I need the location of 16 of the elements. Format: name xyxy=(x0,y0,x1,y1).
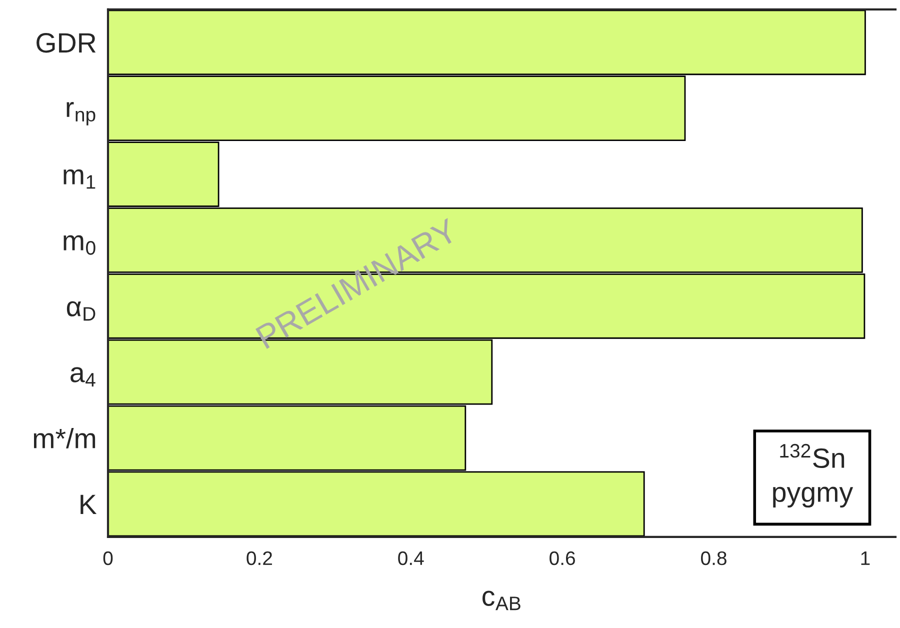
x-tick-label: 0.4 xyxy=(398,551,424,566)
y-tick-label: m$_{0}$ xyxy=(64,235,96,255)
y-tick-label: a$_{4}$ xyxy=(70,367,96,387)
y-tick-label: α$_{D}$ xyxy=(66,301,96,321)
x-tick-label: 0.8 xyxy=(701,551,726,566)
x-tick-label: 1 xyxy=(861,552,870,565)
x-tick-label: 0 xyxy=(103,551,113,566)
y-tick-label: m$_{1}$ xyxy=(64,169,96,189)
annotation: $^{132}$Sn pygmy xyxy=(773,444,854,508)
x-axis-title: c$_{AB}$ xyxy=(482,590,520,610)
y-tick-label: K xyxy=(80,494,97,514)
y-tick-label: GDR xyxy=(36,33,96,53)
x-tick-label: 0.6 xyxy=(550,551,575,566)
y-tick-label: r$_{np}$ xyxy=(66,102,96,126)
x-tick-label: 0.2 xyxy=(246,551,272,566)
y-tick-label: m*/m xyxy=(34,428,96,448)
